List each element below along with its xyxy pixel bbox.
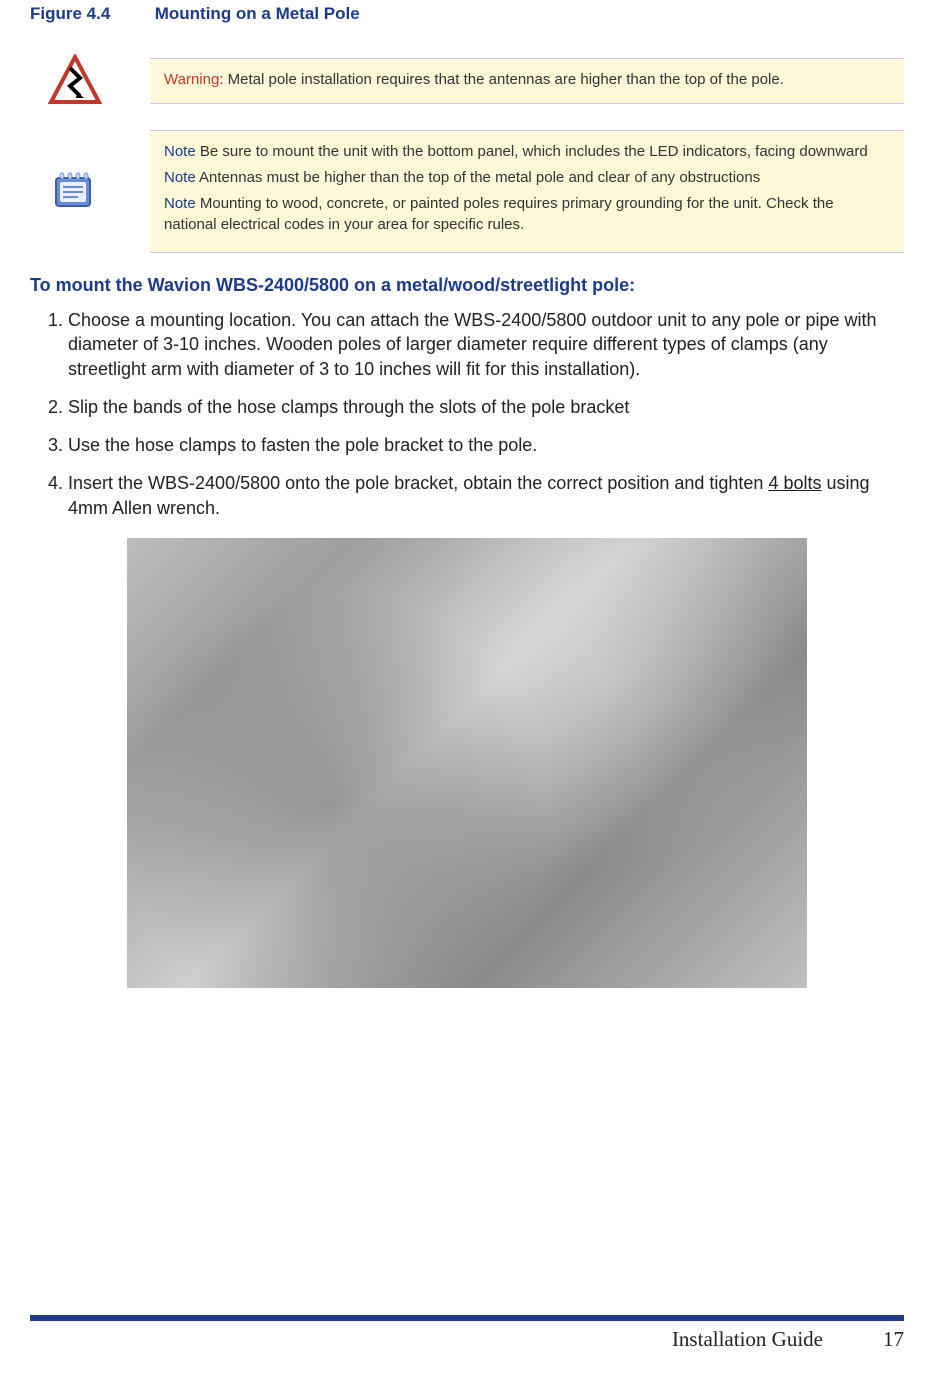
footer-guide-title: Installation Guide (672, 1327, 823, 1352)
figure-title: Mounting on a Metal Pole (155, 4, 360, 23)
figure-number: Figure 4.4 (30, 4, 150, 24)
warning-icon (30, 54, 120, 108)
warning-text: : Metal pole installation requires that … (219, 71, 784, 88)
note-item: Note Antennas must be higher than the to… (164, 167, 890, 189)
warning-label: Warning (164, 71, 219, 88)
note-label: Note (164, 195, 196, 212)
step-item: Choose a mounting location. You can atta… (68, 308, 894, 381)
section-heading: To mount the Wavion WBS-2400/5800 on a m… (30, 275, 904, 296)
note-text: Mounting to wood, concrete, or painted p… (164, 195, 834, 234)
footer-divider (30, 1315, 904, 1321)
step-text: Use the hose clamps to fasten the pole b… (68, 435, 537, 455)
steps-list: Choose a mounting location. You can atta… (40, 308, 904, 520)
warning-box: Warning: Metal pole installation require… (150, 58, 904, 104)
step-text: Choose a mounting location. You can atta… (68, 310, 877, 379)
note-label: Note (164, 143, 196, 160)
step-text: Slip the bands of the hose clamps throug… (68, 397, 629, 417)
notes-callout: Note Be sure to mount the unit with the … (30, 130, 904, 253)
note-item: Note Mounting to wood, concrete, or pain… (164, 193, 890, 237)
note-label: Note (164, 169, 196, 186)
instruction-photo (127, 538, 807, 988)
step-item: Use the hose clamps to fasten the pole b… (68, 433, 894, 457)
step-item: Slip the bands of the hose clamps throug… (68, 395, 894, 419)
step-text-underline: 4 bolts (768, 473, 821, 493)
note-text: Antennas must be higher than the top of … (196, 169, 761, 186)
step-text: Insert the WBS-2400/5800 onto the pole b… (68, 473, 768, 493)
figure-heading: Figure 4.4 Mounting on a Metal Pole (30, 0, 904, 24)
note-item: Note Be sure to mount the unit with the … (164, 141, 890, 163)
footer-page-number: 17 (883, 1327, 904, 1352)
note-text: Be sure to mount the unit with the botto… (196, 143, 868, 160)
step-item: Insert the WBS-2400/5800 onto the pole b… (68, 471, 894, 520)
note-icon (30, 172, 120, 212)
warning-callout: Warning: Metal pole installation require… (30, 54, 904, 108)
notes-box: Note Be sure to mount the unit with the … (150, 130, 904, 253)
page-footer: Installation Guide 17 (30, 1315, 904, 1352)
